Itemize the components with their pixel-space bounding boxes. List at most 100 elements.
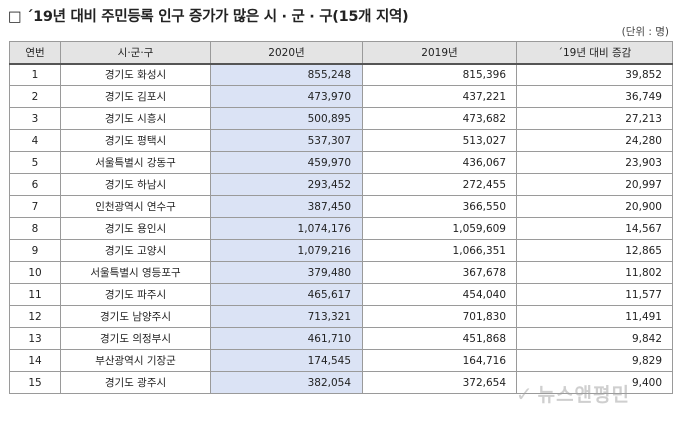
- cell-diff: 20,997: [516, 173, 673, 196]
- cell-2019: 272,455: [362, 173, 517, 196]
- header-no: 연번: [9, 41, 61, 65]
- cell-2020: 174,545: [210, 349, 363, 372]
- table-row: 14 부산광역시 기장군 174,545 164,716 9,829: [9, 349, 673, 372]
- cell-no: 14: [9, 349, 61, 372]
- cell-region: 인천광역시 연수구: [60, 195, 211, 218]
- cell-2020: 713,321: [210, 305, 363, 328]
- cell-diff: 11,577: [516, 283, 673, 306]
- table-row: 3 경기도 시흥시 500,895 473,682 27,213: [9, 107, 673, 130]
- cell-2020: 387,450: [210, 195, 363, 218]
- cell-region: 경기도 광주시: [60, 371, 211, 394]
- cell-2019: 436,067: [362, 151, 517, 174]
- cell-2019: 1,066,351: [362, 239, 517, 262]
- cell-region: 경기도 평택시: [60, 129, 211, 152]
- unit-label: (단위 : 명): [621, 26, 669, 38]
- cell-2019: 164,716: [362, 349, 517, 372]
- cell-2020: 379,480: [210, 261, 363, 284]
- cell-diff: 20,900: [516, 195, 673, 218]
- table-row: 10 서울특별시 영등포구 379,480 367,678 11,802: [9, 261, 673, 284]
- cell-region: 경기도 고양시: [60, 239, 211, 262]
- cell-2019: 451,868: [362, 327, 517, 350]
- page-title: □ ´19년 대비 주민등록 인구 증가가 많은 시 · 군 · 구(15개 지…: [8, 9, 409, 25]
- cell-region: 경기도 의정부시: [60, 327, 211, 350]
- cell-2020: 473,970: [210, 85, 363, 108]
- cell-no: 1: [9, 63, 61, 86]
- cell-2019: 473,682: [362, 107, 517, 130]
- cell-no: 5: [9, 151, 61, 174]
- cell-region: 서울특별시 영등포구: [60, 261, 211, 284]
- watermark-logo-icon: ✓: [515, 382, 534, 406]
- table-header-row: 연번 시·군·구 2020년 2019년 ´19년 대비 증감: [9, 41, 673, 65]
- cell-diff: 39,852: [516, 63, 673, 86]
- cell-2019: 513,027: [362, 129, 517, 152]
- cell-no: 13: [9, 327, 61, 350]
- header-region: 시·군·구: [60, 41, 211, 65]
- cell-2020: 537,307: [210, 129, 363, 152]
- cell-diff: 9,829: [516, 349, 673, 372]
- watermark-text: 뉴스앤평민: [537, 384, 630, 406]
- cell-no: 8: [9, 217, 61, 240]
- cell-diff: 14,567: [516, 217, 673, 240]
- table-row: 11 경기도 파주시 465,617 454,040 11,577: [9, 283, 673, 306]
- cell-2020: 461,710: [210, 327, 363, 350]
- cell-2020: 459,970: [210, 151, 363, 174]
- cell-diff: 9,842: [516, 327, 673, 350]
- cell-2019: 367,678: [362, 261, 517, 284]
- header-diff: ´19년 대비 증감: [516, 41, 673, 65]
- table-row: 5 서울특별시 강동구 459,970 436,067 23,903: [9, 151, 673, 174]
- table-row: 6 경기도 하남시 293,452 272,455 20,997: [9, 173, 673, 196]
- table-row: 8 경기도 용인시 1,074,176 1,059,609 14,567: [9, 217, 673, 240]
- cell-2019: 437,221: [362, 85, 517, 108]
- cell-diff: 27,213: [516, 107, 673, 130]
- table-row: 15 경기도 광주시 382,054 372,654 9,400: [9, 371, 673, 394]
- cell-diff: 36,749: [516, 85, 673, 108]
- cell-2019: 815,396: [362, 63, 517, 86]
- cell-no: 3: [9, 107, 61, 130]
- cell-2020: 1,079,216: [210, 239, 363, 262]
- cell-diff: 11,491: [516, 305, 673, 328]
- population-table: 연번 시·군·구 2020년 2019년 ´19년 대비 증감 1 경기도 화성시…: [9, 41, 673, 394]
- cell-diff: 11,802: [516, 261, 673, 284]
- cell-2019: 366,550: [362, 195, 517, 218]
- cell-diff: 9,400: [516, 371, 673, 394]
- cell-diff: 12,865: [516, 239, 673, 262]
- cell-region: 경기도 용인시: [60, 217, 211, 240]
- cell-no: 12: [9, 305, 61, 328]
- cell-no: 7: [9, 195, 61, 218]
- cell-no: 4: [9, 129, 61, 152]
- cell-2020: 293,452: [210, 173, 363, 196]
- cell-no: 15: [9, 371, 61, 394]
- cell-diff: 24,280: [516, 129, 673, 152]
- cell-2020: 500,895: [210, 107, 363, 130]
- table-row: 7 인천광역시 연수구 387,450 366,550 20,900: [9, 195, 673, 218]
- table-row: 9 경기도 고양시 1,079,216 1,066,351 12,865: [9, 239, 673, 262]
- cell-2019: 454,040: [362, 283, 517, 306]
- cell-region: 경기도 하남시: [60, 173, 211, 196]
- table-row: 1 경기도 화성시 855,248 815,396 39,852: [9, 63, 673, 86]
- cell-2020: 465,617: [210, 283, 363, 306]
- cell-region: 경기도 김포시: [60, 85, 211, 108]
- cell-diff: 23,903: [516, 151, 673, 174]
- watermark: ✓ 뉴스앤평민: [516, 380, 630, 407]
- cell-region: 경기도 남양주시: [60, 305, 211, 328]
- cell-region: 서울특별시 강동구: [60, 151, 211, 174]
- cell-2020: 855,248: [210, 63, 363, 86]
- cell-no: 9: [9, 239, 61, 262]
- table-row: 12 경기도 남양주시 713,321 701,830 11,491: [9, 305, 673, 328]
- cell-region: 부산광역시 기장군: [60, 349, 211, 372]
- cell-no: 2: [9, 85, 61, 108]
- table-row: 4 경기도 평택시 537,307 513,027 24,280: [9, 129, 673, 152]
- cell-2020: 382,054: [210, 371, 363, 394]
- cell-no: 10: [9, 261, 61, 284]
- cell-2019: 372,654: [362, 371, 517, 394]
- header-2020: 2020년: [210, 41, 363, 65]
- cell-2019: 1,059,609: [362, 217, 517, 240]
- cell-no: 11: [9, 283, 61, 306]
- cell-2019: 701,830: [362, 305, 517, 328]
- cell-2020: 1,074,176: [210, 217, 363, 240]
- header-2019: 2019년: [362, 41, 517, 65]
- table-row: 2 경기도 김포시 473,970 437,221 36,749: [9, 85, 673, 108]
- cell-region: 경기도 화성시: [60, 63, 211, 86]
- table-row: 13 경기도 의정부시 461,710 451,868 9,842: [9, 327, 673, 350]
- cell-region: 경기도 파주시: [60, 283, 211, 306]
